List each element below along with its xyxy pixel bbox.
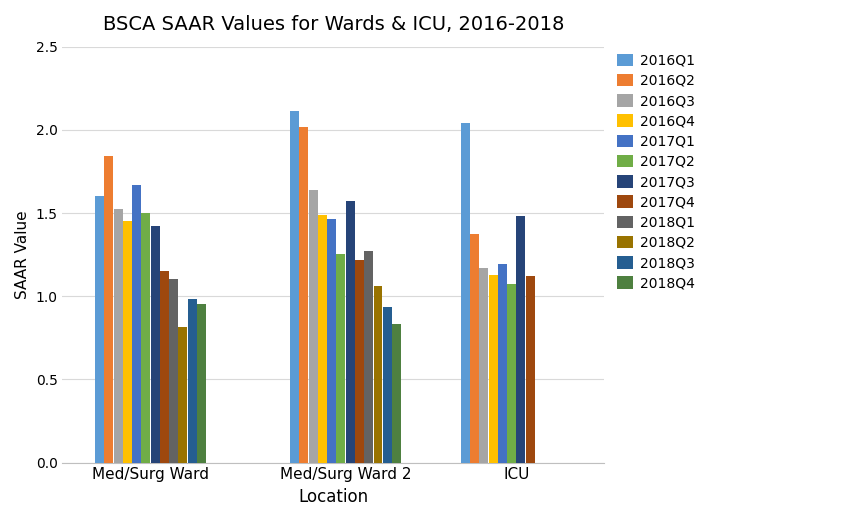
X-axis label: Location: Location [298,488,368,506]
Bar [197,304,206,463]
Bar [392,324,401,463]
Bar [383,307,392,463]
Bar [291,111,299,463]
Bar [169,279,178,463]
Bar [151,226,159,463]
Bar [336,254,346,463]
Bar [526,276,534,463]
Bar [123,221,132,463]
Bar [104,156,113,463]
Bar [179,327,187,463]
Bar [461,123,470,463]
Bar [374,286,383,463]
Bar [95,196,104,463]
Bar [470,234,479,463]
Bar [346,201,355,463]
Bar [132,184,141,463]
Bar [479,268,489,463]
Bar [517,216,525,463]
Bar [318,215,327,463]
Bar [141,213,151,463]
Bar [498,264,507,463]
Bar [364,251,374,463]
Bar [300,127,308,463]
Bar [489,275,497,463]
Bar [327,219,336,463]
Bar [113,209,123,463]
Bar [188,299,197,463]
Bar [507,284,516,463]
Bar [355,260,364,463]
Title: BSCA SAAR Values for Wards & ICU, 2016-2018: BSCA SAAR Values for Wards & ICU, 2016-2… [102,15,564,34]
Y-axis label: SAAR Value: SAAR Value [15,210,30,299]
Bar [308,190,318,463]
Legend: 2016Q1, 2016Q2, 2016Q3, 2016Q4, 2017Q1, 2017Q2, 2017Q3, 2017Q4, 2018Q1, 2018Q2, : 2016Q1, 2016Q2, 2016Q3, 2016Q4, 2017Q1, … [617,54,695,290]
Bar [160,271,169,463]
